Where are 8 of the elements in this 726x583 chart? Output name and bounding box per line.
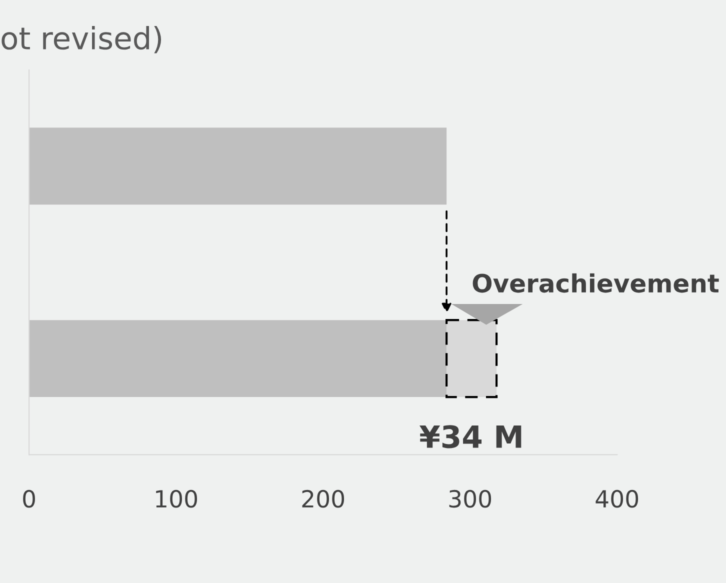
annotation: Overachievement — [472, 273, 719, 293]
annotation: ¥34 M — [420, 425, 522, 448]
x-tick-label: 400 — [596, 490, 638, 508]
x-tick-label: 0 — [23, 490, 35, 508]
x-tick-label: 200 — [302, 490, 344, 508]
x-tick-label: 300 — [449, 490, 492, 508]
x-tick-label: 100 — [156, 490, 198, 508]
chart-title: ot revised) — [2, 26, 162, 54]
